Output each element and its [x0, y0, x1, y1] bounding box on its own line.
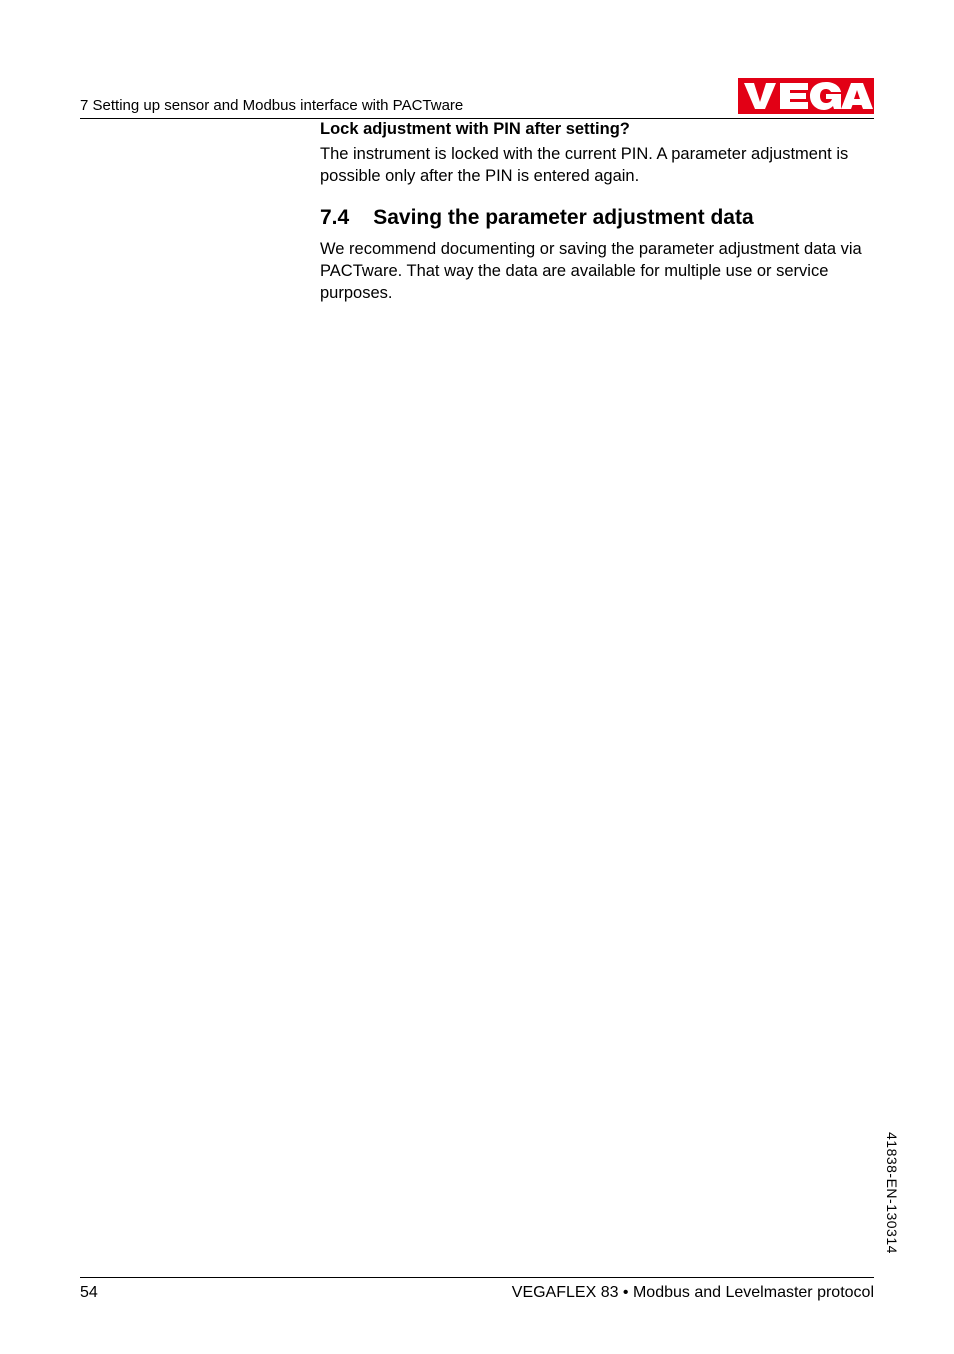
lock-adjustment-body: The instrument is locked with the curren… [320, 143, 874, 188]
page-header: 7 Setting up sensor and Modbus interface… [80, 78, 874, 119]
footer-product-info: VEGAFLEX 83 • Modbus and Levelmaster pro… [512, 1284, 874, 1302]
section-heading: 7.4 Saving the parameter adjustment data [320, 206, 874, 230]
page-number: 54 [80, 1284, 98, 1302]
section-number: 7.4 [320, 206, 349, 230]
header-breadcrumb: 7 Setting up sensor and Modbus interface… [80, 97, 463, 114]
section-title: Saving the parameter adjustment data [373, 206, 753, 229]
section-body: We recommend documenting or saving the p… [320, 238, 874, 305]
main-content: Lock adjustment with PIN after setting? … [320, 118, 874, 322]
document-id-vertical: 41838-EN-130314 [884, 1132, 900, 1254]
vega-logo [738, 78, 874, 114]
lock-adjustment-heading: Lock adjustment with PIN after setting? [320, 118, 874, 141]
page-footer: 54 VEGAFLEX 83 • Modbus and Levelmaster … [80, 1277, 874, 1302]
